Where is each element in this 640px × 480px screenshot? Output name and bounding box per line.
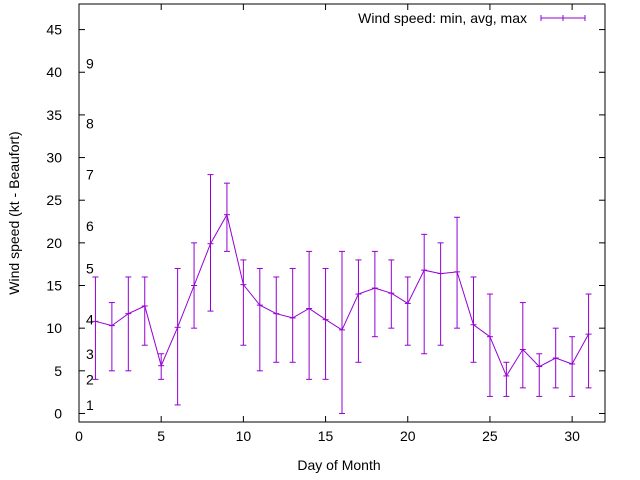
y-tick-label: 25: [46, 192, 62, 208]
x-tick-label: 15: [318, 428, 334, 444]
error-bar-point: [421, 233, 428, 355]
y-tick-label: 15: [46, 278, 62, 294]
error-bar-point: [289, 267, 296, 363]
beaufort-label: 9: [86, 56, 94, 72]
error-bar-point: [470, 276, 477, 363]
error-bar-point: [569, 336, 576, 397]
error-bar-point: [223, 182, 230, 252]
series-layer: [92, 174, 592, 414]
beaufort-label: 8: [86, 115, 94, 131]
plot-frame-layer: [78, 3, 606, 423]
error-bar-point: [585, 293, 592, 389]
error-bar-point: [503, 361, 510, 397]
y-axis-label: Wind speed (kt - Beaufort): [6, 131, 22, 294]
error-bar-point: [158, 353, 165, 380]
error-bar-point: [273, 276, 280, 363]
x-tick-label: 5: [157, 428, 165, 444]
beaufort-label: 7: [86, 167, 94, 183]
beaufort-label: 6: [86, 218, 94, 234]
error-bar-point: [371, 250, 378, 338]
x-tick-label: 25: [482, 428, 498, 444]
error-bar-point: [256, 267, 263, 372]
y-tick-label: 5: [54, 363, 62, 379]
error-bar-point: [339, 250, 345, 414]
error-bar-point: [552, 327, 559, 389]
x-tick-label: 10: [236, 428, 252, 444]
x-axis-label: Day of Month: [297, 457, 380, 473]
y-tick-label: 35: [46, 107, 62, 123]
error-bar-point: [207, 174, 214, 312]
y-tick-label: 30: [46, 150, 62, 166]
plot-frame: [78, 3, 606, 423]
error-bar-point: [306, 250, 313, 380]
y-tick-label: 40: [46, 64, 62, 80]
y-tick-label: 45: [46, 22, 62, 38]
error-bar-point: [240, 259, 247, 346]
error-bar-point: [322, 267, 329, 380]
x-tick-label: 20: [400, 428, 416, 444]
error-bar-point: [519, 302, 526, 389]
y-tick-label: 0: [54, 405, 62, 421]
error-bar-point: [191, 242, 198, 329]
error-bar-point: [355, 259, 362, 363]
beaufort-label: 5: [86, 260, 94, 276]
error-bar-point: [536, 353, 543, 397]
error-bar-point: [454, 216, 461, 329]
legend-label: Wind speed: min, avg, max: [358, 10, 527, 26]
error-bar-point: [404, 276, 411, 346]
axis-labels-layer: Day of Month Wind speed (kt - Beaufort): [6, 131, 381, 473]
legend: Wind speed: min, avg, max: [358, 10, 586, 26]
x-tick-label: 0: [75, 428, 83, 444]
x-tick-label: 30: [564, 428, 580, 444]
beaufort-label: 2: [86, 371, 94, 387]
y-tick-label: 20: [46, 235, 62, 251]
error-bar-point: [141, 276, 148, 346]
error-bar-point: [437, 242, 444, 346]
beaufort-label: 3: [86, 346, 94, 362]
error-bar-point: [108, 302, 115, 372]
y-tick-label: 10: [46, 320, 62, 336]
error-bar-point: [125, 276, 132, 372]
beaufort-label: 4: [86, 312, 94, 328]
beaufort-label: 1: [86, 397, 94, 413]
error-bar-point: [174, 267, 181, 406]
beaufort-scale-layer: 1 2 3 4 5 6 7 8 9: [86, 56, 94, 413]
error-bar-point: [92, 276, 99, 380]
error-bar-point: [388, 259, 395, 329]
error-bar-point: [486, 293, 493, 397]
